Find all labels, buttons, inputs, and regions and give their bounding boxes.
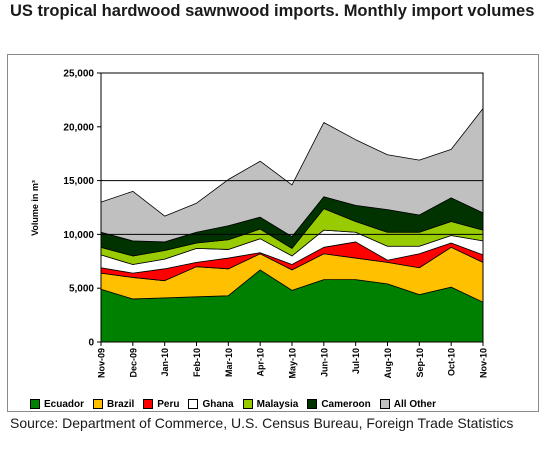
legend-item-malaysia: Malaysia <box>242 398 299 410</box>
x-tick-label: Jan-10 <box>160 348 170 377</box>
source-note: Source: Department of Commerce, U.S. Cen… <box>10 415 514 431</box>
y-tick-labels: 0 5,000 10,000 15,000 20,000 25,000 <box>63 69 94 349</box>
x-tick-label: Dec-09 <box>128 348 138 378</box>
y-tick-label: 10,000 <box>63 230 94 241</box>
x-tick-label: Nov-10 <box>479 348 489 378</box>
legend: Ecuador Brazil Peru Ghana Malaysia Cameroon Al… <box>30 397 445 411</box>
x-tick-label: Nov-09 <box>97 348 107 378</box>
legend-swatch <box>379 399 390 409</box>
legend-item-brazil: Brazil <box>93 399 134 410</box>
y-tick-label: 25,000 <box>63 69 94 80</box>
legend-swatch <box>143 399 154 409</box>
legend-label: Ecuador <box>44 398 85 410</box>
legend-swatch <box>242 399 253 409</box>
area-layers <box>100 73 484 343</box>
legend-swatch <box>188 399 199 409</box>
gridlines <box>101 180 483 235</box>
legend-item-peru: Peru <box>143 399 179 410</box>
x-tick-labels: Nov-09 Dec-09 Jan-10 Feb-10 Mar-10 Apr-10 May-… <box>97 348 489 379</box>
legend-swatch <box>307 399 318 409</box>
x-tick-label: Apr-10 <box>256 348 266 377</box>
legend-item-ghana: Ghana <box>188 398 234 410</box>
legend-swatch <box>93 399 104 409</box>
x-tick-label: Jun-10 <box>319 348 329 377</box>
x-tick-label: Oct-10 <box>447 348 457 376</box>
chart-title: US tropical hardwood sawnwood imports. M… <box>10 2 535 20</box>
y-tick-label: 5,000 <box>69 284 94 295</box>
x-tick-label: Jul-10 <box>351 348 361 374</box>
x-tick-label: Feb-10 <box>192 348 202 377</box>
axes <box>97 72 484 346</box>
x-tick-label: Sep-10 <box>415 348 425 378</box>
legend-item-all-other: All Other <box>379 398 436 410</box>
legend-label: All Other <box>393 398 436 410</box>
x-tick-label: May-10 <box>288 348 298 379</box>
y-tick-label: 15,000 <box>63 176 94 187</box>
legend-label: Peru <box>157 398 180 410</box>
legend-item-ecuador: Ecuador <box>30 399 84 410</box>
legend-label: Brazil <box>107 398 135 410</box>
x-tick-label: Aug-10 <box>383 348 393 379</box>
y-axis-label: Volume in m³ <box>30 180 40 236</box>
legend-item-cameroon: Cameroon <box>307 398 371 410</box>
legend-label: Cameroon <box>321 398 371 410</box>
x-tick-label: Mar-10 <box>224 348 234 377</box>
y-tick-label: 0 <box>88 338 94 349</box>
legend-swatch <box>30 399 40 409</box>
legend-label: Malaysia <box>256 398 299 410</box>
y-tick-label: 20,000 <box>63 122 94 133</box>
legend-label: Ghana <box>202 398 234 410</box>
